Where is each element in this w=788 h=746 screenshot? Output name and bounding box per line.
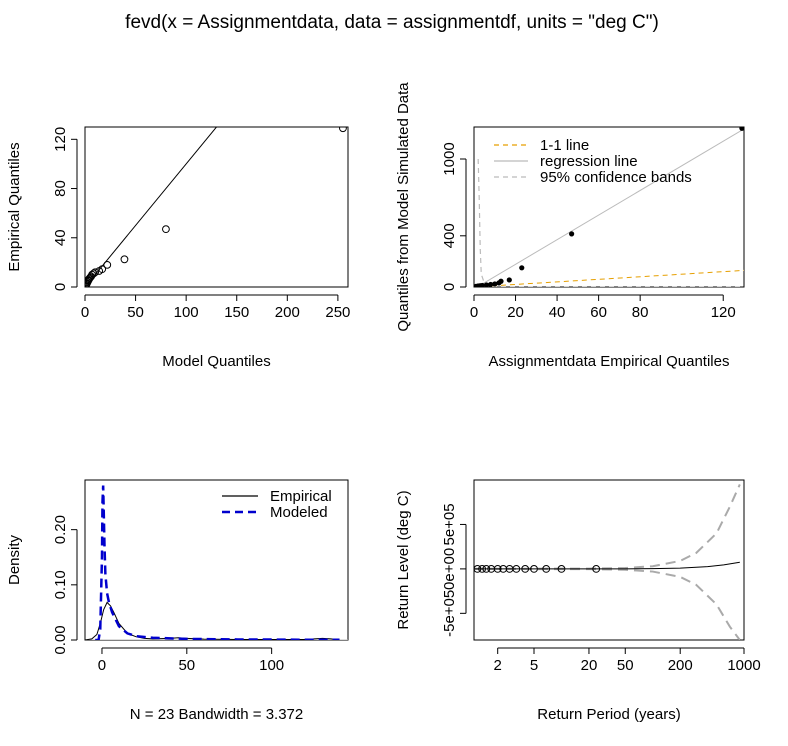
x-axis-label: Assignmentdata Empirical Quantiles bbox=[489, 353, 730, 370]
x-tick-label: 5 bbox=[530, 657, 538, 674]
legend-label: 95% confidence bands bbox=[540, 169, 692, 186]
x-tick-label: 80 bbox=[632, 304, 649, 321]
data-point bbox=[340, 125, 347, 132]
data-point bbox=[121, 256, 128, 263]
y-axis-label: Empirical Quantiles bbox=[6, 142, 23, 271]
x-tick-label: 1000 bbox=[727, 657, 760, 674]
data-point bbox=[739, 126, 744, 131]
y-tick-label: 0 bbox=[52, 283, 69, 291]
legend-label: Empirical bbox=[270, 488, 332, 505]
panel-qq-simulated: 0 20 40 60 80 120 0 400 1000 Assignmentdata Empir… bbox=[395, 82, 752, 370]
y-tick-label: 0.10 bbox=[52, 570, 69, 599]
y-axis-label: Density bbox=[6, 534, 23, 585]
x-tick-label: 120 bbox=[711, 304, 736, 321]
x-tick-label: 40 bbox=[549, 304, 566, 321]
figure-title: fevd(x = Assignmentdata, data = assignme… bbox=[125, 12, 659, 33]
x-tick-label: 0 bbox=[98, 657, 106, 674]
data-point bbox=[519, 265, 524, 270]
x-tick-label: 60 bbox=[590, 304, 607, 321]
data-point bbox=[163, 226, 170, 233]
y-tick-label: 400 bbox=[441, 223, 458, 248]
upper-ci-line bbox=[474, 484, 740, 568]
plot-area bbox=[82, 122, 346, 290]
x-tick-label: 0 bbox=[470, 304, 478, 321]
x-tick-label: 50 bbox=[178, 657, 195, 674]
y-tick-label: -5e+05 bbox=[441, 590, 458, 637]
y-axis-label: Return Level (deg C) bbox=[395, 490, 412, 629]
x-tick-label: 50 bbox=[617, 657, 634, 674]
x-tick-label: 2 bbox=[494, 657, 502, 674]
legend-label: regression line bbox=[540, 153, 638, 170]
panel-density: 0 50 100 0.00 0.10 0.20 N = 23 Bandwidth = 3.3… bbox=[6, 480, 348, 723]
x-tick-label: 200 bbox=[275, 304, 300, 321]
data-point bbox=[498, 279, 503, 284]
x-tick-label: 0 bbox=[81, 304, 89, 321]
y-tick-label: 0.20 bbox=[52, 515, 69, 544]
empirical-density-line bbox=[85, 602, 340, 640]
legend-label: 1-1 line bbox=[540, 137, 589, 154]
y-tick-label: 80 bbox=[52, 180, 69, 197]
x-tick-label: 250 bbox=[325, 304, 350, 321]
x-tick-label: 200 bbox=[668, 657, 693, 674]
y-tick-label: 0.00 bbox=[52, 625, 69, 654]
x-axis-label: Model Quantiles bbox=[162, 353, 270, 370]
plot-area bbox=[473, 126, 752, 289]
x-tick-label: 20 bbox=[507, 304, 524, 321]
panel-qq-model: 0 50 100 150 200 250 0 40 80 120 Model Quantiles Em… bbox=[6, 122, 350, 370]
plot-area bbox=[474, 484, 740, 640]
x-tick-label: 20 bbox=[581, 657, 598, 674]
legend-label: Modeled bbox=[270, 504, 328, 521]
y-tick-label: 5e+05 bbox=[441, 503, 458, 545]
plot-frame bbox=[474, 480, 744, 640]
y-tick-label: 40 bbox=[52, 229, 69, 246]
lower-ci-line bbox=[474, 569, 740, 640]
y-tick-label: 120 bbox=[52, 127, 69, 152]
data-point bbox=[507, 277, 512, 282]
x-tick-label: 100 bbox=[174, 304, 199, 321]
x-tick-label: 150 bbox=[224, 304, 249, 321]
one-to-one-line bbox=[474, 270, 752, 287]
x-tick-label: 50 bbox=[127, 304, 144, 321]
x-tick-label: 100 bbox=[259, 657, 284, 674]
y-tick-label: 1000 bbox=[441, 142, 458, 175]
x-axis-label: N = 23 Bandwidth = 3.372 bbox=[130, 706, 303, 723]
y-axis-label: Quantiles from Model Simulated Data bbox=[395, 82, 412, 332]
plot-frame bbox=[474, 127, 744, 287]
upper-confidence-band bbox=[478, 159, 484, 283]
data-point bbox=[569, 231, 574, 236]
data-point bbox=[104, 261, 111, 268]
y-tick-label: 0e+00 bbox=[441, 548, 458, 590]
y-tick-label: 0 bbox=[441, 283, 458, 291]
x-axis-label: Return Period (years) bbox=[537, 706, 680, 723]
